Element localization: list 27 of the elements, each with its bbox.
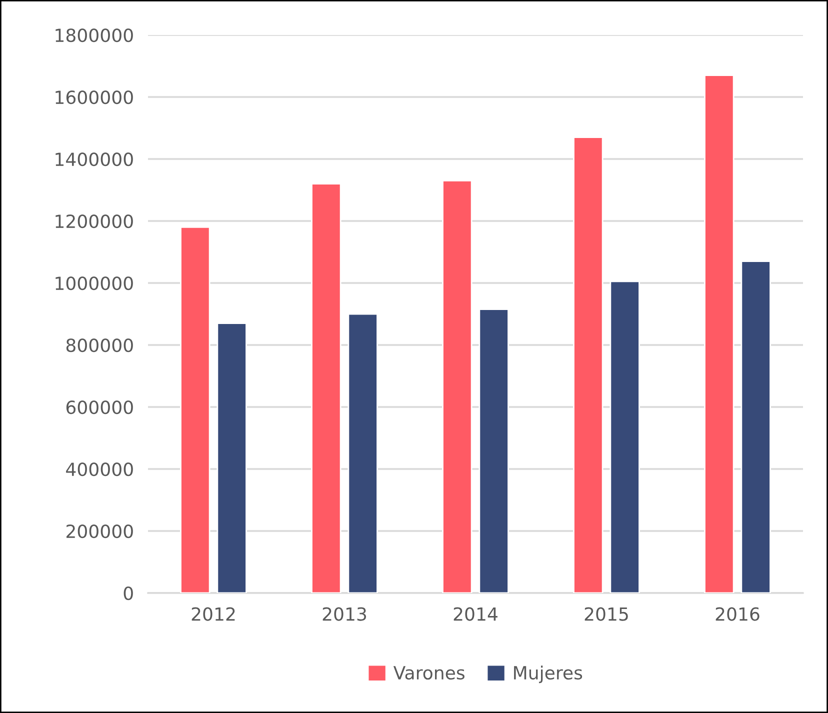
y-tick-label: 1200000 [56,214,133,228]
bar [573,136,604,593]
x-tick-label: 2012 [192,607,235,621]
bar [478,308,509,593]
legend-label: Varones [393,666,464,680]
y-tick-label: 600000 [66,400,133,414]
y-tick-label: 1000000 [56,276,133,290]
y-tick-label: 1400000 [56,152,133,166]
y-tick-label: 800000 [66,338,133,352]
y-tick-label: 200000 [66,524,133,538]
y-tick-label: 1600000 [56,90,133,104]
bar [704,74,734,593]
x-tick-label: 2015 [584,607,628,621]
bar [311,183,342,593]
y-tick-label: 0 [124,586,133,600]
legend-label: Mujeres [514,666,582,684]
x-tick-label: 2013 [322,607,366,621]
bar [442,180,472,593]
y-tick-label: 1800000 [56,28,133,42]
bar [610,280,640,593]
x-tick-label: 2016 [716,607,760,621]
x-tick-label: 2014 [454,607,498,621]
bar [348,313,378,593]
bar [180,226,210,593]
y-tick-label: 400000 [66,462,133,476]
bar [740,260,771,593]
bar [216,322,247,593]
